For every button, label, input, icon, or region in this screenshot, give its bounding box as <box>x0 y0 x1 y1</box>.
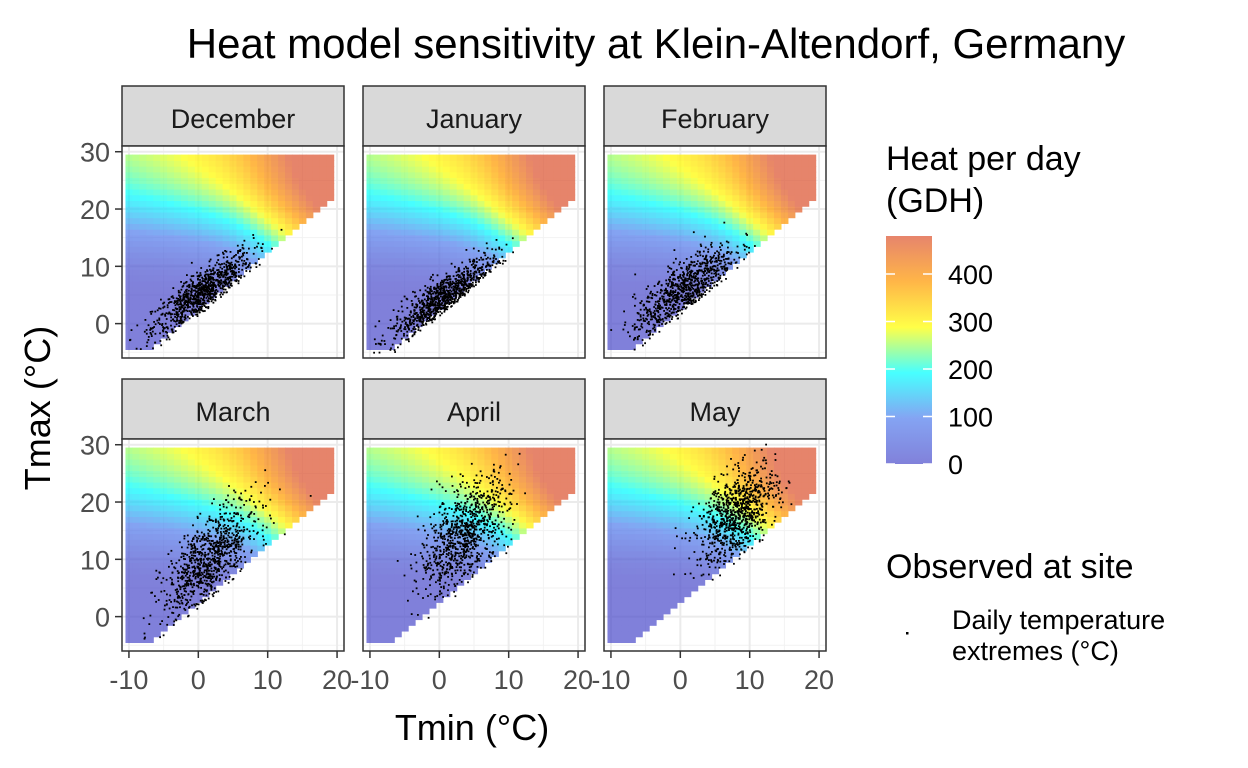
x-tick-label: -10 <box>109 665 148 695</box>
x-tick-label: 10 <box>494 665 524 695</box>
legend-colorbar <box>886 236 932 464</box>
legend-fill-label: 0 <box>948 450 963 480</box>
facet-strip <box>362 378 586 440</box>
legend-point-label: Daily temperature extremes (°C) <box>952 605 1165 666</box>
facet-panel-december: December 0 10 20 30 <box>80 85 345 359</box>
x-tick-label: 0 <box>673 665 688 695</box>
legend-fill-label: 200 <box>948 355 993 385</box>
observed-points <box>373 237 514 354</box>
legend-fill-label: 100 <box>948 403 993 433</box>
facet-panel-january: January <box>362 85 586 359</box>
facet-strip-label: March <box>195 397 270 427</box>
y-tick-label: 30 <box>80 138 110 168</box>
x-tick-label: 0 <box>191 665 206 695</box>
observed-points <box>129 228 283 350</box>
facet-strip-label: April <box>447 397 501 427</box>
x-tick-label: 20 <box>322 665 352 695</box>
x-tick-label: 20 <box>563 665 593 695</box>
observed-points <box>610 221 756 351</box>
facet-panel-april: April -10 0 10 20 <box>350 378 593 695</box>
panel-border <box>362 145 586 359</box>
facet-panel-march: March 0 10 20 30 -10 0 10 20 <box>80 378 352 695</box>
heat-tiles <box>607 447 817 644</box>
heat-tiles <box>366 447 576 644</box>
legend-fill-title: Heat per day (GDH) <box>886 140 1081 220</box>
legend-point-key <box>906 632 909 635</box>
x-tick-label: 10 <box>253 665 283 695</box>
observed-points <box>142 469 312 640</box>
facet-strip <box>121 85 345 147</box>
y-axis-label: Tmax (°C) <box>17 326 58 490</box>
x-tick-label: 0 <box>432 665 447 695</box>
facet-strip <box>362 85 586 147</box>
y-tick-label: 10 <box>80 252 110 282</box>
panel-border <box>603 145 827 359</box>
y-tick-label: 0 <box>95 310 110 340</box>
facet-panel-february: February <box>603 85 827 359</box>
legend: Heat per day (GDH) 0 100 200 300 400 Observed a… <box>886 140 1165 666</box>
legend-fill-label: 300 <box>948 308 993 338</box>
facet-strip <box>603 85 827 147</box>
x-axis-label: Tmin (°C) <box>395 707 549 748</box>
facet-panel-may: May -10 0 10 20 <box>591 378 834 695</box>
y-tick-label: 20 <box>80 195 110 225</box>
panel-border <box>603 438 827 652</box>
legend-fill-label: 400 <box>948 260 993 290</box>
y-tick-label: 20 <box>80 488 110 518</box>
heat-tiles <box>366 154 576 351</box>
legend-point-title: Observed at site <box>886 548 1134 586</box>
x-tick-label: -10 <box>591 665 630 695</box>
observed-points <box>673 443 793 581</box>
x-tick-label: -10 <box>350 665 389 695</box>
facet-strip-label: May <box>689 397 741 427</box>
x-tick-label: 10 <box>735 665 765 695</box>
panel-border <box>362 438 586 652</box>
x-tick-label: 20 <box>804 665 834 695</box>
facet-strip-label: January <box>426 104 523 134</box>
facet-strip-label: February <box>661 104 770 134</box>
chart-title: Heat model sensitivity at Klein-Altendor… <box>187 20 1125 67</box>
panel-border <box>121 438 345 652</box>
panel-border <box>121 145 345 359</box>
facet-strip <box>603 378 827 440</box>
observed-points <box>396 452 526 619</box>
y-tick-label: 10 <box>80 545 110 575</box>
y-tick-label: 30 <box>80 431 110 461</box>
facet-strip-label: December <box>171 104 296 134</box>
facet-strip <box>121 378 345 440</box>
facet-panels: December 0 10 20 30 January February March 0 10 20… <box>80 85 834 695</box>
y-tick-label: 0 <box>95 603 110 633</box>
